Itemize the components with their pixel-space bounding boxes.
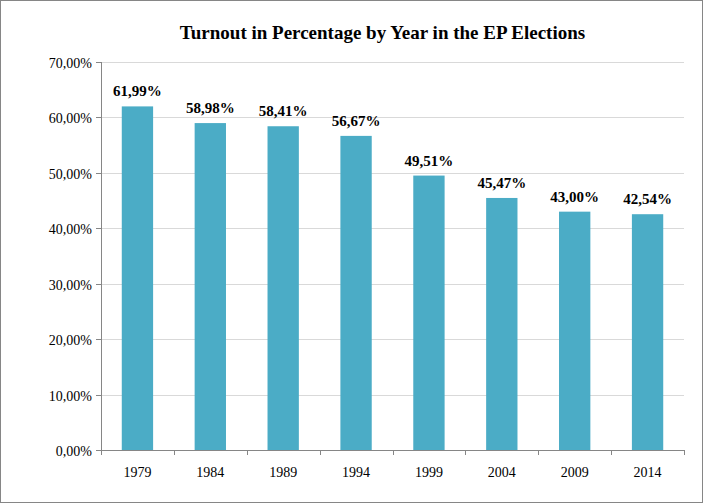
y-axis: [101, 62, 102, 450]
data-label: 58,41%: [259, 103, 308, 119]
x-tick: [393, 450, 394, 455]
data-label: 61,99%: [113, 83, 162, 99]
bar: [340, 136, 371, 450]
y-tick-label: 30,00%: [49, 278, 93, 293]
x-tick-label: 1979: [123, 465, 151, 480]
bar: [122, 106, 153, 450]
bar: [559, 212, 590, 450]
bars: [122, 106, 663, 450]
y-tick: [96, 62, 101, 63]
y-tick-label: 10,00%: [49, 389, 93, 404]
x-tick: [684, 450, 685, 455]
x-tick: [320, 450, 321, 455]
bar: [413, 176, 444, 450]
grid-line: [101, 339, 684, 340]
x-tick: [174, 450, 175, 455]
grid-line: [101, 173, 684, 174]
bar: [632, 214, 663, 450]
data-label: 56,67%: [332, 113, 381, 129]
chart-border: [1, 1, 703, 503]
y-tick: [96, 339, 101, 340]
x-tick: [538, 450, 539, 455]
data-label: 42,54%: [623, 191, 672, 207]
data-label: 58,98%: [186, 100, 235, 116]
x-tick-label: 2004: [488, 465, 516, 480]
x-tick-label: 1984: [196, 465, 224, 480]
x-tick: [465, 450, 466, 455]
y-tick-label: 50,00%: [49, 167, 93, 182]
y-tick: [96, 395, 101, 396]
x-tick-label: 2009: [561, 465, 589, 480]
chart-svg: Turnout in Percentage by Year in the EP …: [0, 0, 703, 503]
x-axis: [101, 450, 684, 451]
grid-line: [101, 450, 684, 451]
x-tick-label: 2014: [634, 465, 662, 480]
x-tick: [101, 450, 102, 455]
grid: [96, 63, 684, 451]
x-tick: [611, 450, 612, 455]
y-tick-label: 60,00%: [49, 111, 93, 126]
grid-line: [101, 284, 684, 285]
grid-line: [101, 395, 684, 396]
x-tick-label: 1994: [342, 465, 370, 480]
chart-title: Turnout in Percentage by Year in the EP …: [180, 22, 585, 43]
data-label: 45,47%: [477, 175, 526, 191]
data-label: 43,00%: [550, 189, 599, 205]
x-tick-label: 1999: [415, 465, 443, 480]
grid-line: [101, 117, 684, 118]
y-tick-label: 20,00%: [49, 333, 93, 348]
grid-line: [101, 62, 684, 63]
y-tick: [96, 173, 101, 174]
bar: [486, 198, 517, 450]
y-tick-label: 70,00%: [49, 56, 93, 71]
y-tick: [96, 117, 101, 118]
y-tick: [96, 228, 101, 229]
y-tick-label: 40,00%: [49, 222, 93, 237]
x-tick-label: 1989: [269, 465, 297, 480]
bar: [195, 123, 226, 450]
y-tick-label: 0,00%: [56, 444, 93, 459]
bar: [268, 126, 299, 450]
chart-container: Turnout in Percentage by Year in the EP …: [0, 0, 703, 503]
x-tick: [247, 450, 248, 455]
y-tick: [96, 450, 101, 451]
data-label: 49,51%: [405, 153, 454, 169]
grid-line: [101, 228, 684, 229]
y-tick: [96, 284, 101, 285]
